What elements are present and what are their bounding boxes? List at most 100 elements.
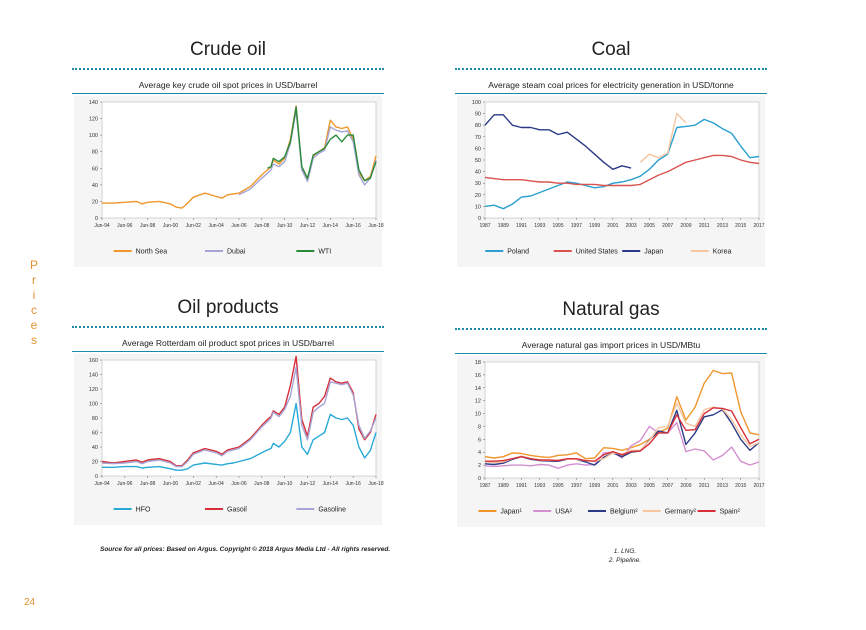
legend-label: Poland: [507, 249, 529, 256]
series-line: [102, 105, 377, 209]
series-line: [101, 366, 377, 468]
legend-label: Gasoline: [318, 507, 346, 514]
x-tick-label: Jun-18: [368, 223, 384, 229]
x-tick-label: 1991: [516, 483, 527, 489]
y-tick-label: 140: [89, 100, 98, 106]
x-tick-label: Jun-96: [117, 223, 133, 229]
series-line: [484, 118, 760, 210]
divider: [72, 93, 384, 94]
coal-chart: 0 10 20 30 40 50 60 70 80 90 100 1987 1989 1991 1993 19…: [457, 96, 765, 267]
y-tick-label: 70: [475, 135, 481, 141]
chart-title: Natural gas: [562, 299, 660, 320]
y-tick-label: 20: [475, 193, 481, 199]
y-tick-label: 40: [92, 445, 98, 451]
footnotes: 1. LNG. 2. Pipeline.: [590, 547, 660, 565]
x-tick-label: 2011: [699, 223, 710, 229]
x-tick-label: Jun-98: [140, 481, 156, 487]
series-line: [484, 154, 760, 187]
x-tick-label: 1999: [589, 223, 600, 229]
y-tick-label: 40: [475, 170, 481, 176]
x-tick-label: 2015: [735, 223, 746, 229]
y-tick-label: 6: [478, 437, 481, 443]
x-tick-label: 2005: [644, 483, 655, 489]
y-tick-label: 18: [475, 360, 481, 366]
series-line: [102, 402, 377, 471]
dotted-divider: [455, 68, 767, 70]
x-tick-label: 1997: [571, 483, 582, 489]
x-tick-label: 1989: [498, 483, 509, 489]
y-tick-label: 60: [92, 166, 98, 172]
y-tick-label: 100: [89, 133, 98, 139]
x-tick-label: Jun-12: [300, 481, 316, 487]
x-tick-label: Jun-02: [186, 223, 202, 229]
dotted-divider: [455, 328, 767, 330]
x-tick-label: 2017: [753, 223, 764, 229]
y-tick-label: 30: [475, 181, 481, 187]
y-tick-label: 100: [89, 402, 98, 408]
chart-subtitle: Average key crude oil spot prices in USD…: [138, 80, 318, 90]
legend-label: Dubai: [227, 249, 246, 256]
x-tick-label: Jun-04: [209, 223, 225, 229]
legend-label: Japan: [644, 249, 663, 256]
y-tick-label: 80: [92, 416, 98, 422]
y-tick-label: 160: [89, 358, 98, 364]
divider: [455, 353, 767, 354]
series-line: [485, 407, 760, 462]
legend-label: Spain²: [720, 509, 741, 516]
divider: [72, 351, 384, 352]
y-tick-label: 8: [478, 424, 481, 430]
y-tick-label: 4: [478, 450, 481, 456]
x-tick-label: Jun-16: [346, 223, 362, 229]
x-tick-label: Jun-14: [323, 481, 339, 487]
x-tick-label: Jun-16: [346, 481, 362, 487]
y-tick-label: 120: [89, 117, 98, 123]
plot-area: [484, 101, 760, 219]
legend-label: Korea: [713, 249, 732, 256]
panel-oil-products: Oil products Average Rotterdam oil produ…: [72, 296, 384, 527]
natural-gas-chart: 0 2 4 6 8 10 12 14 16 18 1987 1989 1991 1993 1995 1997 1…: [457, 356, 765, 527]
chart-title: Crude oil: [189, 39, 267, 60]
x-tick-label: Jun-08: [254, 223, 270, 229]
x-tick-label: Jun-06: [231, 223, 247, 229]
x-tick-label: Jun-08: [254, 481, 270, 487]
x-tick-label: Jun-94: [94, 223, 110, 229]
dotted-divider: [72, 68, 384, 70]
y-tick-label: 60: [92, 431, 98, 437]
y-tick-label: 12: [475, 399, 481, 405]
y-tick-label: 140: [89, 373, 98, 379]
legend-label: WTI: [318, 249, 331, 256]
series-line: [484, 421, 760, 469]
x-tick-label: 2015: [735, 483, 746, 489]
panel-natural-gas: Natural gas Average natural gas import p…: [455, 298, 767, 529]
series-line: [101, 355, 377, 467]
x-tick-label: Jun-06: [231, 481, 247, 487]
crude-oil-chart: 0 20 40 60 80 100 120 140 Jun-94 Jun-96 Jun-98 Jun-…: [74, 96, 384, 267]
chart-subtitle: Average steam coal prices for electricit…: [488, 80, 734, 90]
x-tick-label: Jun-02: [186, 481, 202, 487]
x-tick-label: 1987: [479, 223, 490, 229]
plot-area: [484, 361, 760, 479]
footnote: 2. Pipeline.: [608, 557, 642, 564]
x-tick-label: 2007: [662, 223, 673, 229]
chart-title: Coal: [591, 39, 631, 60]
y-tick-label: 60: [475, 146, 481, 152]
chart-subtitle: Average Rotterdam oil product spot price…: [122, 338, 334, 348]
divider: [455, 93, 767, 94]
x-tick-label: 2003: [626, 483, 637, 489]
legend-label: Japan¹: [500, 509, 522, 516]
y-tick-label: 0: [95, 474, 98, 480]
y-tick-label: 14: [475, 386, 481, 392]
y-tick-label: 80: [475, 123, 481, 129]
y-tick-label: 0: [95, 216, 98, 222]
y-tick-label: 50: [475, 158, 481, 164]
y-tick-label: 120: [89, 387, 98, 393]
y-tick-label: 90: [475, 112, 481, 118]
x-tick-label: Jun-12: [300, 223, 316, 229]
x-tick-label: 2011: [699, 483, 710, 489]
x-tick-label: 2001: [607, 223, 618, 229]
x-tick-label: Jun-00: [163, 223, 179, 229]
y-tick-label: 40: [92, 183, 98, 189]
x-tick-label: Jun-18: [368, 481, 384, 487]
side-label-letter: i: [32, 288, 36, 302]
